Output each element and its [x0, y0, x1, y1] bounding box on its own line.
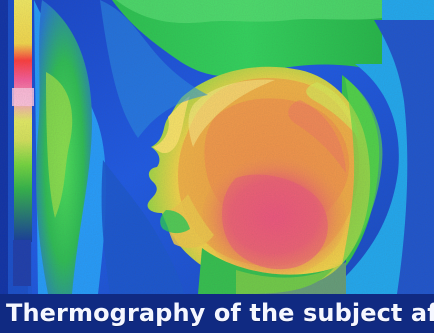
- forehead-highlight: [188, 79, 275, 147]
- thermography-image: [0, 0, 434, 294]
- nose-and-brow-highlight: [153, 96, 190, 154]
- temperature-scale-bar: [14, 0, 32, 242]
- thermal-face-illustration: [0, 0, 434, 294]
- top-highlight-band: [116, 0, 382, 24]
- mouth-green-detail: [160, 210, 190, 234]
- temperature-scale-lower-section: [13, 240, 31, 286]
- neck-bottom-yellow-green: [236, 262, 346, 294]
- temple-heat-zone: [288, 100, 346, 173]
- head-rear-green-edge: [342, 78, 383, 265]
- left-yellow-green-detail: [46, 72, 73, 218]
- right-blue-edge: [374, 20, 434, 294]
- jaw-pink-zone: [222, 174, 328, 270]
- caption-bar: Thermography of the subject after: [0, 294, 434, 333]
- image-caption: Thermography of the subject after: [6, 299, 434, 327]
- lower-left-blue-zone: [101, 160, 184, 294]
- thermal-noise-overlay: [0, 0, 434, 294]
- temperature-scale-highlight: [12, 88, 34, 106]
- scalp-yellow-highlight: [306, 82, 359, 138]
- mouth-yellow-zone: [165, 194, 214, 248]
- upper-left-blue-transition: [100, 0, 208, 138]
